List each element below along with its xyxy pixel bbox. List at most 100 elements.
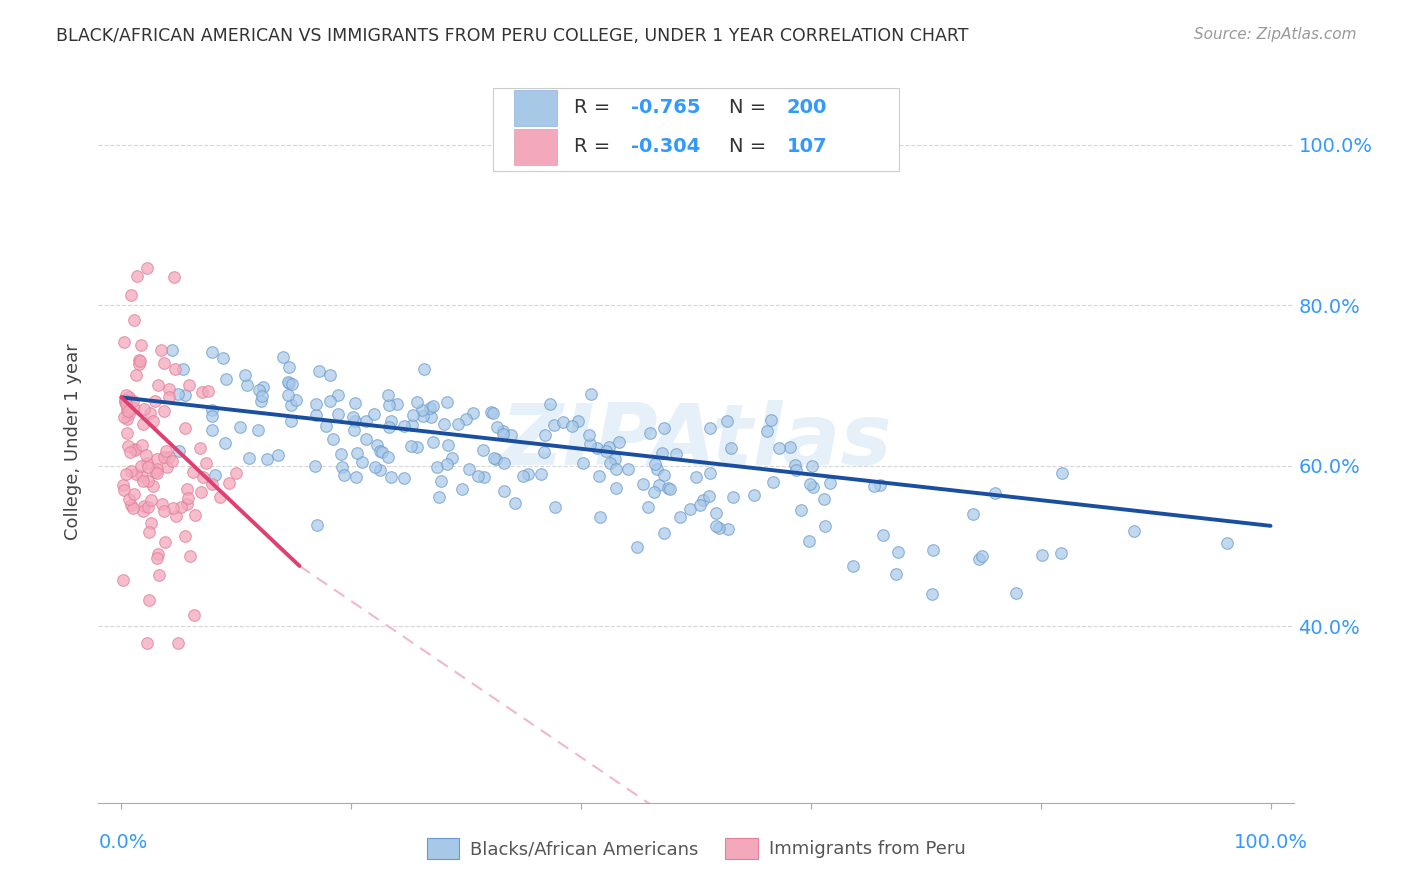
Point: [315, 419, 337, 434]
Point: [406, 440, 429, 454]
Point: [153, 534, 176, 549]
Point: [169, 500, 191, 515]
Point: [166, 509, 188, 524]
Point: [280, 414, 302, 428]
Point: [183, 608, 205, 623]
Text: -0.765: -0.765: [631, 98, 702, 117]
Point: [962, 507, 984, 521]
Point: [356, 414, 378, 428]
Point: [1050, 546, 1073, 560]
Point: [567, 414, 589, 428]
Point: [225, 466, 247, 480]
Point: [785, 463, 807, 477]
Point: [305, 397, 328, 411]
Point: [406, 394, 429, 409]
Text: -0.304: -0.304: [631, 137, 700, 156]
Point: [579, 437, 602, 451]
Text: 100.0%: 100.0%: [1233, 833, 1308, 853]
Point: [136, 500, 159, 514]
Point: [246, 424, 269, 438]
Point: [150, 343, 173, 358]
Point: [479, 404, 502, 418]
Point: [467, 469, 489, 483]
Point: [485, 452, 508, 467]
Point: [155, 443, 177, 458]
Point: [657, 481, 679, 495]
Point: [115, 397, 138, 411]
Point: [112, 409, 135, 424]
Point: [436, 395, 458, 409]
Point: [720, 441, 742, 455]
Point: [150, 497, 173, 511]
Point: [163, 362, 186, 376]
Point: [197, 384, 219, 398]
Point: [208, 490, 231, 504]
Point: [278, 359, 301, 374]
Point: [472, 443, 495, 458]
Point: [156, 459, 179, 474]
Point: [153, 356, 176, 370]
Text: N =: N =: [730, 137, 773, 156]
Point: [685, 470, 707, 484]
Point: [458, 462, 481, 476]
Point: [136, 474, 159, 488]
Point: [380, 414, 402, 428]
Point: [447, 417, 470, 432]
Point: [125, 467, 148, 481]
Point: [138, 593, 160, 607]
Point: [277, 376, 299, 390]
Point: [413, 361, 436, 376]
Point: [755, 424, 778, 438]
Point: [616, 462, 638, 476]
Point: [118, 444, 141, 458]
Point: [117, 404, 139, 418]
Point: [658, 482, 681, 496]
Point: [785, 458, 807, 473]
Point: [571, 456, 593, 470]
Point: [328, 388, 350, 402]
Point: [177, 491, 200, 505]
Text: 0.0%: 0.0%: [98, 833, 148, 853]
Point: [319, 393, 342, 408]
Point: [363, 460, 385, 475]
Point: [153, 450, 176, 465]
Point: [143, 394, 166, 409]
Point: [249, 393, 271, 408]
Point: [588, 469, 610, 483]
Text: R =: R =: [574, 137, 617, 156]
Point: [343, 395, 366, 409]
Point: [201, 402, 224, 417]
Point: [800, 458, 823, 473]
Point: [605, 481, 627, 495]
Point: [277, 376, 299, 390]
Point: [114, 395, 136, 409]
Point: [598, 440, 620, 454]
Point: [176, 482, 198, 496]
Point: [813, 491, 835, 506]
Point: [505, 496, 527, 510]
Point: [789, 503, 811, 517]
Point: [132, 504, 155, 518]
Point: [142, 478, 165, 492]
Legend: Blacks/African Americans, Immigrants from Peru: Blacks/African Americans, Immigrants fro…: [419, 830, 973, 866]
Point: [419, 401, 441, 415]
Point: [111, 573, 134, 587]
Point: [411, 402, 433, 417]
Point: [474, 470, 496, 484]
Point: [131, 438, 153, 452]
Point: [492, 483, 515, 498]
Point: [970, 549, 993, 563]
Point: [191, 385, 214, 400]
Point: [120, 464, 142, 478]
Point: [799, 476, 821, 491]
Point: [801, 480, 824, 494]
Point: [183, 465, 205, 479]
Point: [872, 527, 894, 541]
Point: [640, 425, 662, 440]
Point: [215, 372, 238, 386]
Point: [252, 380, 274, 394]
Point: [1123, 524, 1146, 538]
Point: [626, 540, 648, 554]
Y-axis label: College, Under 1 year: College, Under 1 year: [65, 343, 83, 540]
Point: [129, 338, 152, 352]
